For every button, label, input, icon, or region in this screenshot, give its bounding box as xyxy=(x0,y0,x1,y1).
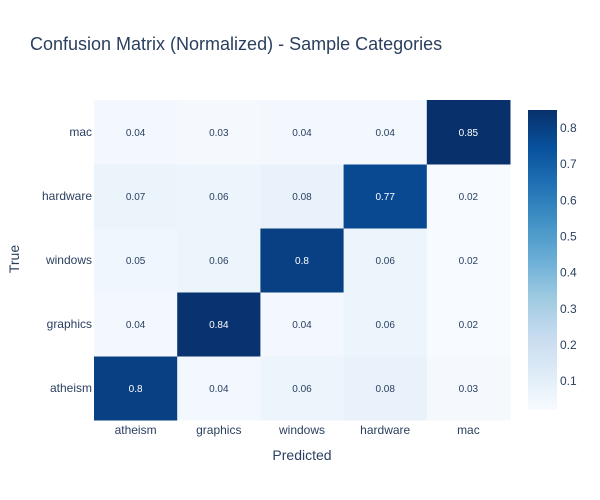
heatmap-cell-graphics-mac xyxy=(426,292,511,357)
heatmap-cell-mac-atheism xyxy=(94,100,178,165)
cell-value-label: 0.02 xyxy=(459,192,479,203)
heatmap-cell-hardware-graphics xyxy=(177,164,261,229)
cell-value-label: 0.8 xyxy=(295,256,309,267)
cell-value-label: 0.04 xyxy=(126,128,146,139)
colorbar-tick-label: 0.8 xyxy=(560,121,577,135)
cell-labels: 0.8 0.04 0.06 0.08 0.03 0.04 0.84 0.04 0.06 0.02 0… xyxy=(126,128,479,395)
x-tick-label: windows xyxy=(278,423,325,437)
heatmap-cell-windows-hardware xyxy=(343,228,428,293)
heatmap-cell-hardware-windows xyxy=(260,164,345,229)
cell-value-label: 0.06 xyxy=(292,384,312,395)
colorbar-gradient xyxy=(528,110,557,410)
heatmap-cell-atheism-hardware xyxy=(343,356,428,421)
x-tick-label: atheism xyxy=(115,423,157,437)
y-tick-label: hardware xyxy=(42,189,92,203)
colorbar-tick-label: 0.4 xyxy=(560,266,577,280)
cell-value-label: 0.02 xyxy=(459,320,479,331)
cell-value-label: 0.07 xyxy=(126,192,146,203)
colorbar-ticks: 0.1 0.2 0.3 0.4 0.5 0.6 0.7 0.8 xyxy=(560,121,577,388)
chart-title: Confusion Matrix (Normalized) - Sample C… xyxy=(30,34,442,54)
heatmap-cell-windows-windows xyxy=(260,228,345,293)
heatmap-cell-windows-mac xyxy=(426,228,511,293)
cell-value-label: 0.04 xyxy=(209,384,229,395)
cell-value-label: 0.08 xyxy=(375,384,395,395)
x-tick-label: mac xyxy=(457,423,480,437)
cell-value-label: 0.06 xyxy=(375,256,395,267)
cell-value-label: 0.08 xyxy=(292,192,312,203)
x-axis-title: Predicted xyxy=(272,447,331,463)
x-axis-ticks: atheism graphics windows hardware mac xyxy=(115,423,480,437)
colorbar-tick-label: 0.6 xyxy=(560,193,577,207)
cell-value-label: 0.77 xyxy=(375,192,395,203)
heatmap-cell-hardware-atheism xyxy=(94,164,178,229)
y-tick-label: windows xyxy=(45,253,92,267)
y-axis-title: True xyxy=(6,245,22,273)
heatmap-cell-atheism-windows xyxy=(260,356,345,421)
colorbar-tick-label: 0.1 xyxy=(560,374,577,388)
colorbar-tick-label: 0.7 xyxy=(560,157,577,171)
cell-value-label: 0.06 xyxy=(209,192,229,203)
cell-value-label: 0.05 xyxy=(126,256,146,267)
cell-value-label: 0.04 xyxy=(292,320,312,331)
heatmap-cell-graphics-graphics xyxy=(177,292,261,357)
colorbar: 0.1 0.2 0.3 0.4 0.5 0.6 0.7 0.8 xyxy=(528,110,577,410)
heatmap-cell-mac-hardware xyxy=(343,100,428,165)
cell-value-label: 0.85 xyxy=(459,128,479,139)
x-tick-label: hardware xyxy=(360,423,410,437)
heatmap-cell-windows-atheism xyxy=(94,228,178,293)
cell-value-label: 0.04 xyxy=(375,128,395,139)
colorbar-tick-label: 0.2 xyxy=(560,338,577,352)
cell-value-label: 0.84 xyxy=(209,320,229,331)
heatmap-cell-atheism-atheism xyxy=(94,356,178,421)
colorbar-tick-label: 0.5 xyxy=(560,230,577,244)
heatmap-cell-hardware-mac xyxy=(426,164,511,229)
cell-value-label: 0.06 xyxy=(209,256,229,267)
cell-value-label: 0.04 xyxy=(126,320,146,331)
heatmap-cell-atheism-mac xyxy=(426,356,511,421)
heatmap-cells xyxy=(94,100,511,421)
heatmap-cell-mac-windows xyxy=(260,100,345,165)
y-axis-ticks: atheism graphics windows hardware mac xyxy=(42,125,92,395)
heatmap-cell-graphics-windows xyxy=(260,292,345,357)
cell-value-label: 0.03 xyxy=(209,128,229,139)
x-tick-label: graphics xyxy=(196,423,241,437)
heatmap-cell-graphics-hardware xyxy=(343,292,428,357)
cell-value-label: 0.8 xyxy=(129,384,143,395)
cell-value-label: 0.03 xyxy=(459,384,479,395)
cell-value-label: 0.02 xyxy=(459,256,479,267)
y-tick-label: graphics xyxy=(47,317,92,331)
colorbar-tick-label: 0.3 xyxy=(560,302,577,316)
heatmap-cell-graphics-atheism xyxy=(94,292,178,357)
heatmap-cell-mac-mac xyxy=(426,100,511,165)
y-tick-label: atheism xyxy=(50,381,92,395)
cell-value-label: 0.04 xyxy=(292,128,312,139)
heatmap-cell-atheism-graphics xyxy=(177,356,261,421)
heatmap-cell-mac-graphics xyxy=(177,100,261,165)
heatmap-cell-hardware-hardware xyxy=(343,164,428,229)
heatmap-cell-windows-graphics xyxy=(177,228,261,293)
cell-value-label: 0.06 xyxy=(375,320,395,331)
y-tick-label: mac xyxy=(69,125,92,139)
